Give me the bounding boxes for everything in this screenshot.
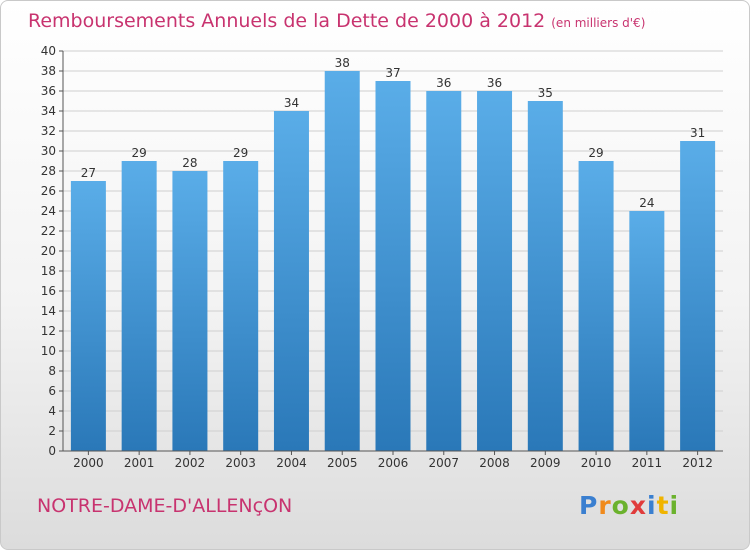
- x-tick-label: 2010: [581, 456, 612, 470]
- y-tick-label: 14: [41, 304, 56, 318]
- bar: [477, 91, 513, 451]
- y-tick-label: 34: [41, 104, 56, 118]
- bar: [324, 71, 360, 451]
- bar-value-label: 29: [132, 146, 147, 160]
- logo-letter: P: [579, 491, 599, 520]
- x-tick-label: 2005: [327, 456, 358, 470]
- y-tick-label: 8: [48, 364, 56, 378]
- chart-subtitle: (en milliers d'€): [551, 16, 646, 30]
- logo-letter: r: [598, 491, 612, 520]
- x-tick-label: 2004: [276, 456, 307, 470]
- x-tick-label: 2008: [479, 456, 510, 470]
- y-tick-label: 20: [41, 244, 56, 258]
- bar: [223, 161, 259, 451]
- x-tick-label: 2003: [225, 456, 256, 470]
- y-tick-label: 38: [41, 64, 56, 78]
- y-tick-label: 28: [41, 164, 56, 178]
- chart-title-text: Remboursements Annuels de la Dette de 20…: [28, 10, 546, 32]
- y-tick-label: 6: [48, 384, 56, 398]
- y-tick-label: 0: [48, 444, 56, 458]
- bar-value-label: 36: [436, 76, 451, 90]
- bar-value-label: 29: [588, 146, 603, 160]
- bar-value-label: 24: [639, 196, 654, 210]
- y-tick-label: 30: [41, 144, 56, 158]
- logo-letter: t: [656, 491, 670, 520]
- bar: [578, 161, 614, 451]
- bar-value-label: 35: [538, 86, 553, 100]
- logo-letter: i: [647, 491, 657, 520]
- y-tick-label: 4: [48, 404, 56, 418]
- y-tick-label: 40: [41, 44, 56, 58]
- y-tick-label: 18: [41, 264, 56, 278]
- x-tick-label: 2002: [175, 456, 206, 470]
- logo-letter: o: [611, 491, 630, 520]
- x-tick-label: 2000: [73, 456, 104, 470]
- bar: [629, 211, 665, 451]
- chart-title: Remboursements Annuels de la Dette de 20…: [28, 10, 645, 32]
- bar-value-label: 31: [690, 126, 705, 140]
- bar-value-label: 37: [385, 66, 400, 80]
- bar: [121, 161, 157, 451]
- bar: [70, 181, 106, 451]
- bar-value-label: 29: [233, 146, 248, 160]
- logo-letter: x: [629, 491, 647, 520]
- y-tick-label: 36: [41, 84, 56, 98]
- y-tick-label: 32: [41, 124, 56, 138]
- bar: [273, 111, 309, 451]
- bar: [680, 141, 716, 451]
- y-tick-label: 2: [48, 424, 56, 438]
- x-tick-label: 2001: [124, 456, 155, 470]
- bar-value-label: 36: [487, 76, 502, 90]
- y-tick-label: 22: [41, 224, 56, 238]
- bar: [426, 91, 462, 451]
- y-tick-label: 24: [41, 204, 56, 218]
- x-tick-label: 2007: [428, 456, 459, 470]
- bar: [375, 81, 411, 451]
- bar: [172, 171, 208, 451]
- bar-value-label: 38: [335, 56, 350, 70]
- x-tick-label: 2012: [682, 456, 713, 470]
- bar-value-label: 34: [284, 96, 299, 110]
- y-tick-label: 12: [41, 324, 56, 338]
- proxiti-logo[interactable]: Proxiti: [579, 491, 679, 520]
- bar-value-label: 27: [81, 166, 96, 180]
- y-tick-label: 26: [41, 184, 56, 198]
- logo-letter: i: [669, 491, 680, 520]
- x-tick-label: 2009: [530, 456, 561, 470]
- x-tick-label: 2006: [378, 456, 409, 470]
- y-tick-label: 16: [41, 284, 56, 298]
- commune-name: NOTRE-DAME-D'ALLENçON: [37, 495, 293, 517]
- y-tick-label: 10: [41, 344, 56, 358]
- bar-value-label: 28: [182, 156, 197, 170]
- x-tick-label: 2011: [632, 456, 663, 470]
- bar: [527, 101, 563, 451]
